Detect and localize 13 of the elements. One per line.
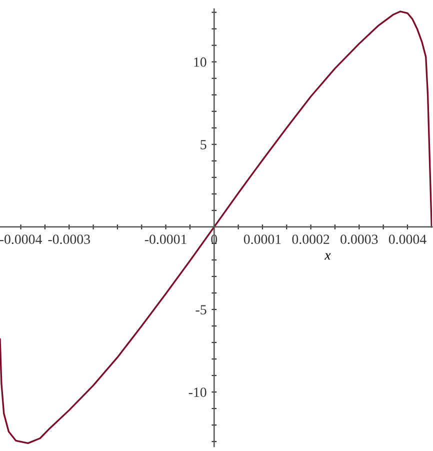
line-series	[0, 10, 432, 444]
x-tick-label: -0.0004	[0, 234, 42, 244]
x-tick-label: -0.0001	[144, 234, 186, 244]
x-axis-title: x	[324, 253, 331, 260]
x-tick-label: -0.0003	[48, 234, 90, 244]
x-tick-label: 0.0004	[388, 234, 426, 244]
y-tick-label: 5	[200, 140, 206, 150]
y-tick-label: -10	[188, 388, 206, 397]
x-tick-label: 0.0001	[244, 234, 281, 244]
y-tick-label: 10	[194, 57, 206, 67]
y-tick-label: -5	[196, 305, 206, 314]
x-tick-label: 0.0002	[292, 234, 330, 244]
x-tick-label: 0.0003	[340, 234, 378, 244]
